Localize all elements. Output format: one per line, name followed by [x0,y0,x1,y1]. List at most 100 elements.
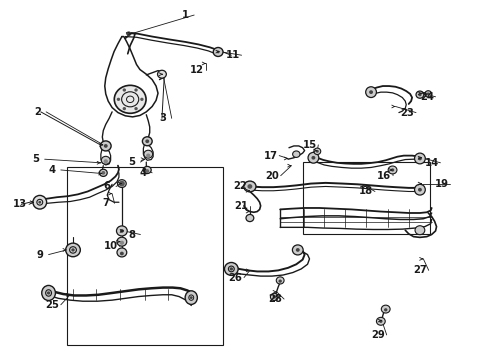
Ellipse shape [122,107,126,110]
Text: 18: 18 [359,186,373,197]
Ellipse shape [117,98,120,101]
Text: 1: 1 [182,10,189,20]
Ellipse shape [415,226,425,235]
Ellipse shape [120,240,124,245]
Ellipse shape [418,188,422,192]
Ellipse shape [47,291,50,294]
Ellipse shape [246,215,254,222]
Ellipse shape [134,107,138,110]
Ellipse shape [66,243,80,257]
Ellipse shape [272,295,276,298]
Text: 7: 7 [102,198,109,208]
Ellipse shape [126,31,131,36]
Text: 16: 16 [377,171,392,181]
Text: 3: 3 [159,113,166,123]
Ellipse shape [120,229,124,233]
Ellipse shape [42,285,55,301]
Text: 4: 4 [140,168,147,178]
Ellipse shape [185,291,197,305]
Ellipse shape [118,180,126,188]
Ellipse shape [146,169,149,173]
Ellipse shape [117,226,127,236]
Ellipse shape [38,201,41,204]
Ellipse shape [120,252,124,255]
Ellipse shape [415,153,425,164]
Text: 27: 27 [413,265,427,275]
Ellipse shape [101,156,110,164]
Ellipse shape [190,296,193,299]
Ellipse shape [119,181,125,186]
Ellipse shape [278,279,282,283]
Text: 15: 15 [302,140,317,150]
Ellipse shape [425,91,432,97]
Ellipse shape [384,308,388,311]
Ellipse shape [247,184,252,189]
Text: 20: 20 [265,171,279,181]
Ellipse shape [101,171,105,175]
Text: 21: 21 [234,201,248,211]
Ellipse shape [316,150,319,153]
Text: 26: 26 [228,273,242,283]
Ellipse shape [270,293,278,301]
Ellipse shape [146,153,150,158]
Ellipse shape [388,166,397,174]
Text: 23: 23 [400,108,414,118]
Text: 9: 9 [36,249,43,260]
Text: 12: 12 [190,64,204,75]
Text: 22: 22 [233,181,247,192]
Text: 6: 6 [104,181,111,192]
Text: 8: 8 [128,230,135,239]
Ellipse shape [114,85,146,113]
Ellipse shape [146,139,149,143]
Ellipse shape [143,137,152,146]
Ellipse shape [230,267,233,271]
Text: 29: 29 [371,330,385,340]
Ellipse shape [134,88,138,92]
Ellipse shape [379,320,383,323]
Bar [303,162,430,234]
Ellipse shape [213,48,223,57]
Ellipse shape [418,93,421,96]
Ellipse shape [117,248,127,257]
Text: 4: 4 [49,165,55,175]
Text: 19: 19 [435,179,448,189]
Ellipse shape [158,70,166,78]
Text: 11: 11 [226,50,240,60]
Ellipse shape [415,184,425,195]
Ellipse shape [140,98,144,101]
Text: 17: 17 [264,150,277,161]
Ellipse shape [104,144,108,148]
Ellipse shape [369,90,373,94]
Ellipse shape [293,151,300,157]
Ellipse shape [418,157,422,160]
Text: 24: 24 [420,92,434,102]
Bar [67,167,223,345]
Ellipse shape [366,87,376,98]
Ellipse shape [144,150,153,158]
Ellipse shape [276,277,284,284]
Ellipse shape [99,169,107,176]
Ellipse shape [376,318,385,325]
Ellipse shape [296,248,300,252]
Ellipse shape [100,141,111,151]
Text: 10: 10 [103,241,118,251]
Ellipse shape [33,195,47,209]
Text: 13: 13 [13,199,27,210]
Ellipse shape [308,152,319,163]
Text: 5: 5 [32,154,39,164]
Ellipse shape [103,159,108,163]
Text: 5: 5 [128,157,135,167]
Ellipse shape [391,168,394,172]
Ellipse shape [224,262,238,275]
Text: 28: 28 [269,294,282,304]
Ellipse shape [144,166,151,174]
Ellipse shape [217,50,220,53]
Ellipse shape [72,248,74,252]
Text: 25: 25 [45,300,59,310]
Ellipse shape [312,156,316,159]
Ellipse shape [117,237,127,246]
Ellipse shape [427,93,430,95]
Ellipse shape [122,88,126,92]
Ellipse shape [381,305,390,313]
Ellipse shape [416,91,424,98]
